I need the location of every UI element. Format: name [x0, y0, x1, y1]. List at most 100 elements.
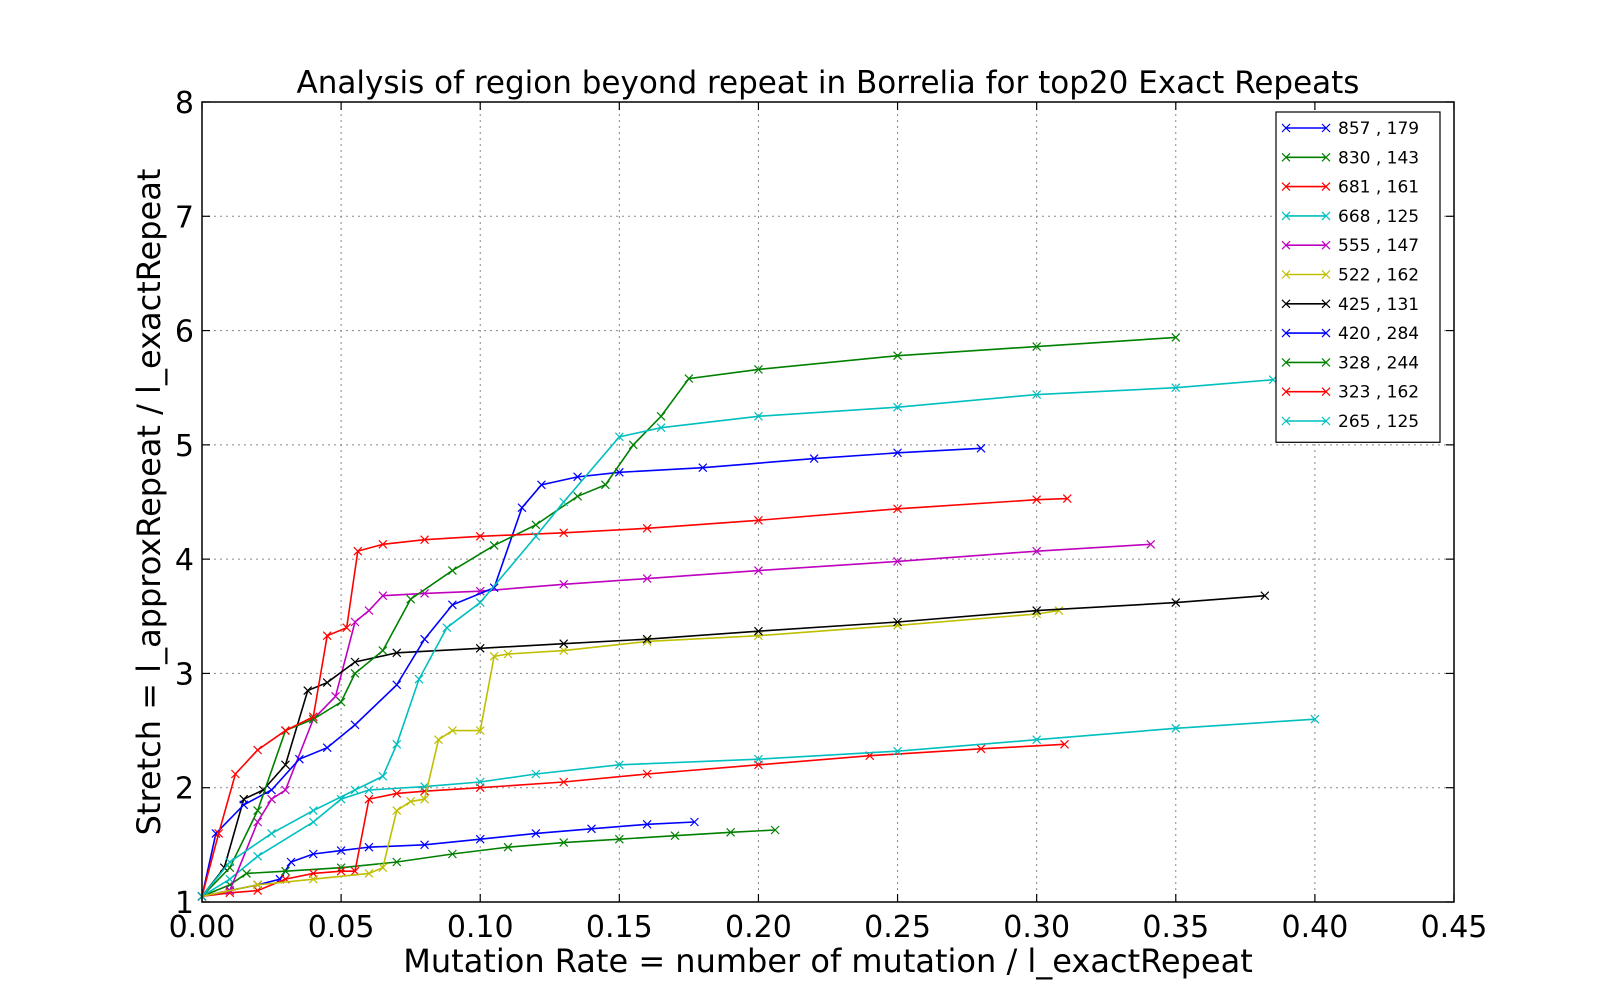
x-tick-label: 0.25	[864, 910, 931, 945]
data-point	[531, 769, 541, 779]
series-line	[201, 743, 1065, 898]
data-point	[336, 794, 346, 804]
series-line	[201, 609, 1060, 898]
data-point	[253, 817, 263, 827]
data-point	[1171, 723, 1181, 733]
data-point	[475, 834, 485, 844]
data-point	[253, 806, 263, 815]
y-axis-label: Stretch = l_approxRepeat / l_exactRepeat	[130, 169, 168, 836]
data-point	[559, 497, 569, 507]
data-point	[378, 771, 388, 781]
data-point	[350, 657, 360, 667]
data-point	[475, 598, 485, 607]
series-9	[197, 494, 1072, 901]
data-point	[1032, 342, 1042, 351]
data-point	[642, 634, 652, 644]
data-point	[308, 849, 318, 859]
data-point	[350, 669, 360, 678]
data-point	[350, 617, 360, 627]
data-point	[420, 634, 430, 644]
data-point	[642, 523, 652, 533]
data-point	[420, 794, 430, 804]
data-point	[1032, 546, 1042, 556]
legend-swatch-marker	[1281, 299, 1291, 309]
data-point	[475, 777, 485, 787]
data-point	[893, 746, 902, 756]
legend-swatch-marker	[1321, 182, 1331, 192]
data-point	[281, 866, 290, 876]
x-tick-label: 0.10	[447, 910, 514, 945]
data-point	[447, 726, 457, 735]
series-line	[201, 821, 695, 898]
legend-swatch-marker	[1321, 123, 1331, 133]
series-5	[197, 606, 1064, 901]
data-point	[253, 745, 263, 755]
data-point	[350, 785, 360, 795]
data-point	[364, 794, 374, 804]
data-point	[281, 760, 290, 770]
data-point	[614, 760, 624, 770]
series-line	[201, 594, 1265, 897]
legend-swatch-marker	[1321, 270, 1331, 279]
data-point	[336, 846, 346, 855]
data-point	[587, 824, 596, 834]
data-point	[754, 411, 763, 421]
data-point	[559, 528, 569, 538]
data-point	[893, 557, 902, 566]
data-point	[281, 726, 290, 735]
data-point	[364, 606, 374, 615]
data-point	[726, 827, 736, 837]
data-point	[378, 539, 388, 549]
data-point	[1260, 591, 1270, 601]
data-point	[420, 535, 430, 545]
data-point	[559, 639, 569, 649]
data-point	[475, 531, 485, 541]
series-layer	[197, 333, 1320, 901]
data-point	[770, 825, 780, 835]
x-tick-label: 0.30	[1003, 910, 1070, 945]
x-tick-label: 0.35	[1142, 910, 1209, 945]
data-point	[754, 626, 763, 636]
data-point	[267, 829, 276, 838]
data-point	[600, 480, 610, 490]
data-point	[308, 817, 318, 827]
data-point	[559, 777, 569, 787]
data-point	[214, 829, 224, 838]
y-tick-label: 7	[175, 200, 194, 235]
chart-title: Analysis of region beyond repeat in Borr…	[297, 65, 1360, 101]
legend-label: 425 , 131	[1338, 295, 1419, 315]
x-tick-label: 0.20	[725, 910, 792, 945]
legend-swatch-marker	[1281, 240, 1291, 250]
data-point	[628, 440, 638, 450]
data-point	[267, 794, 276, 804]
data-point	[406, 594, 416, 604]
data-point	[434, 735, 443, 745]
legend-label: 420 , 284	[1338, 324, 1419, 344]
data-point	[392, 857, 402, 867]
y-tick-label: 5	[175, 429, 194, 464]
data-point	[754, 754, 763, 764]
data-point	[656, 423, 666, 433]
series-0	[197, 817, 699, 901]
data-point	[308, 806, 318, 815]
data-point	[294, 754, 304, 764]
grid	[202, 102, 1454, 902]
plot-frame	[201, 101, 1455, 903]
data-point	[698, 463, 708, 473]
legend-label: 328 , 244	[1338, 353, 1419, 373]
data-point	[893, 351, 902, 361]
data-point	[690, 817, 699, 827]
y-tick-label: 8	[175, 86, 194, 121]
data-point	[230, 769, 240, 779]
data-point	[1171, 598, 1181, 607]
data-point	[286, 857, 296, 867]
data-point	[253, 880, 263, 890]
data-point	[364, 842, 374, 852]
data-point	[656, 411, 666, 421]
y-tick-label: 6	[175, 315, 194, 350]
data-point	[308, 874, 318, 884]
series-line	[201, 378, 1274, 897]
data-point	[303, 686, 313, 695]
data-point	[573, 472, 583, 482]
legend-label: 522 , 162	[1338, 266, 1419, 286]
